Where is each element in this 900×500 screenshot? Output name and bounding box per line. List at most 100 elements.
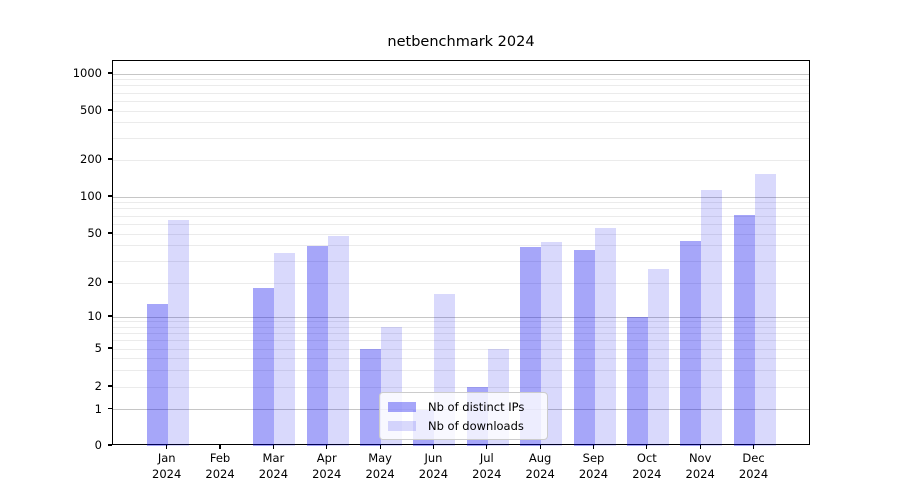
x-tick-month: Feb xyxy=(209,451,231,465)
legend-swatch-downloads xyxy=(388,421,416,431)
x-tick-year: 2024 xyxy=(258,467,289,481)
bar-distinct-ips xyxy=(626,317,648,446)
y-gridline-major xyxy=(113,196,809,198)
y-tick-label: 2 xyxy=(94,379,102,393)
y-gridline-minor xyxy=(113,282,809,284)
x-tick-mark xyxy=(326,445,328,449)
x-tick-label: Aug 2024 xyxy=(514,450,566,482)
y-tick-label: 100 xyxy=(80,189,102,203)
y-tick-mark xyxy=(108,158,112,160)
y-tick-label: 50 xyxy=(87,226,102,240)
x-tick-month: May xyxy=(368,451,392,465)
x-tick-mark xyxy=(539,445,541,449)
y-tick-mark xyxy=(108,347,112,349)
x-tick-label: Oct 2024 xyxy=(621,450,673,482)
y-tick-label: 500 xyxy=(80,103,102,117)
bar-downloads xyxy=(327,236,349,446)
bar-distinct-ips xyxy=(733,214,755,446)
bar-distinct-ips xyxy=(573,250,595,446)
x-tick-mark xyxy=(272,445,274,449)
x-tick-year: 2024 xyxy=(685,467,715,481)
x-tick-month: Apr xyxy=(316,451,337,465)
y-gridline-minor xyxy=(113,110,809,112)
y-gridline-minor xyxy=(113,357,809,359)
x-tick-label: May 2024 xyxy=(354,450,406,482)
bar-downloads xyxy=(754,173,776,446)
legend: Nb of distinct IPs Nb of downloads xyxy=(379,392,548,440)
y-gridline-minor xyxy=(113,386,809,388)
y-tick-label: 200 xyxy=(80,152,102,166)
x-tick-month: Jun xyxy=(424,451,443,465)
y-gridline-major xyxy=(113,316,809,318)
bar-downloads xyxy=(701,189,723,446)
y-gridline-minor xyxy=(113,245,809,247)
y-tick-mark xyxy=(108,385,112,387)
y-tick-label: 1 xyxy=(94,401,102,416)
y-gridline-minor xyxy=(113,122,809,124)
y-tick-mark xyxy=(108,444,112,446)
x-tick-mark xyxy=(379,445,381,449)
x-tick-label: Feb 2024 xyxy=(194,450,246,482)
x-tick-month: Nov xyxy=(688,451,712,465)
y-tick-mark xyxy=(108,232,112,234)
x-tick-label: Dec 2024 xyxy=(728,450,780,482)
y-gridline-minor xyxy=(113,369,809,371)
bar-downloads xyxy=(647,268,669,446)
y-gridline-minor xyxy=(113,92,809,94)
y-tick-mark xyxy=(108,109,112,111)
bar-distinct-ips xyxy=(306,245,328,446)
x-tick-mark xyxy=(592,445,595,449)
y-gridline-minor xyxy=(113,159,809,161)
x-tick-month: Dec xyxy=(742,451,765,465)
y-gridline-minor xyxy=(113,137,809,139)
bar-downloads xyxy=(167,219,189,446)
x-tick-label: Mar 2024 xyxy=(247,450,299,482)
x-tick-year: 2024 xyxy=(578,467,609,481)
x-tick-mark xyxy=(699,445,701,449)
x-tick-mark xyxy=(432,445,435,449)
y-gridline-minor xyxy=(113,223,809,225)
x-tick-month: Oct xyxy=(636,451,657,465)
x-tick-month: Jul xyxy=(479,451,494,465)
x-tick-mark xyxy=(486,445,488,449)
x-tick-year: 2024 xyxy=(472,467,502,481)
y-gridline-minor xyxy=(113,85,809,87)
y-tick-label: 1000 xyxy=(72,66,102,80)
y-gridline-minor xyxy=(113,233,809,235)
y-tick-label: 5 xyxy=(94,341,102,355)
y-tick-mark xyxy=(108,72,112,74)
x-tick-year: 2024 xyxy=(312,467,342,481)
y-gridline-minor xyxy=(113,321,809,323)
y-tick-mark xyxy=(108,195,112,197)
y-gridline-minor xyxy=(113,260,809,262)
legend-label-distinct-ips: Nb of distinct IPs xyxy=(428,400,525,414)
x-tick-year: 2024 xyxy=(525,467,555,481)
bar-downloads xyxy=(274,253,296,446)
x-tick-month: Mar xyxy=(262,451,285,465)
bar-downloads xyxy=(594,227,616,446)
x-tick-label: Jul 2024 xyxy=(461,450,513,482)
y-tick-mark xyxy=(108,407,112,410)
legend-row-downloads: Nb of downloads xyxy=(388,419,539,433)
y-tick-label: 20 xyxy=(87,275,102,289)
y-tick-label: 10 xyxy=(87,309,102,323)
y-gridline-minor xyxy=(113,332,809,334)
plot-area xyxy=(112,60,810,446)
y-tick-label: 0 xyxy=(94,438,102,452)
legend-row-distinct-ips: Nb of distinct IPs xyxy=(388,400,539,414)
x-tick-mark xyxy=(752,445,755,449)
y-tick-mark xyxy=(108,315,112,317)
y-gridline-minor xyxy=(113,208,809,210)
x-tick-month: Jan xyxy=(157,451,176,465)
y-gridline-minor xyxy=(113,202,809,204)
x-tick-year: 2024 xyxy=(418,467,449,481)
x-tick-mark xyxy=(219,445,221,449)
y-gridline-minor xyxy=(113,348,809,350)
bar-distinct-ips xyxy=(680,240,702,446)
y-gridline-minor xyxy=(113,215,809,217)
y-gridline-minor xyxy=(113,100,809,102)
bar-distinct-ips xyxy=(253,288,275,446)
bar-distinct-ips xyxy=(360,349,382,446)
x-tick-label: Jun 2024 xyxy=(407,450,459,482)
